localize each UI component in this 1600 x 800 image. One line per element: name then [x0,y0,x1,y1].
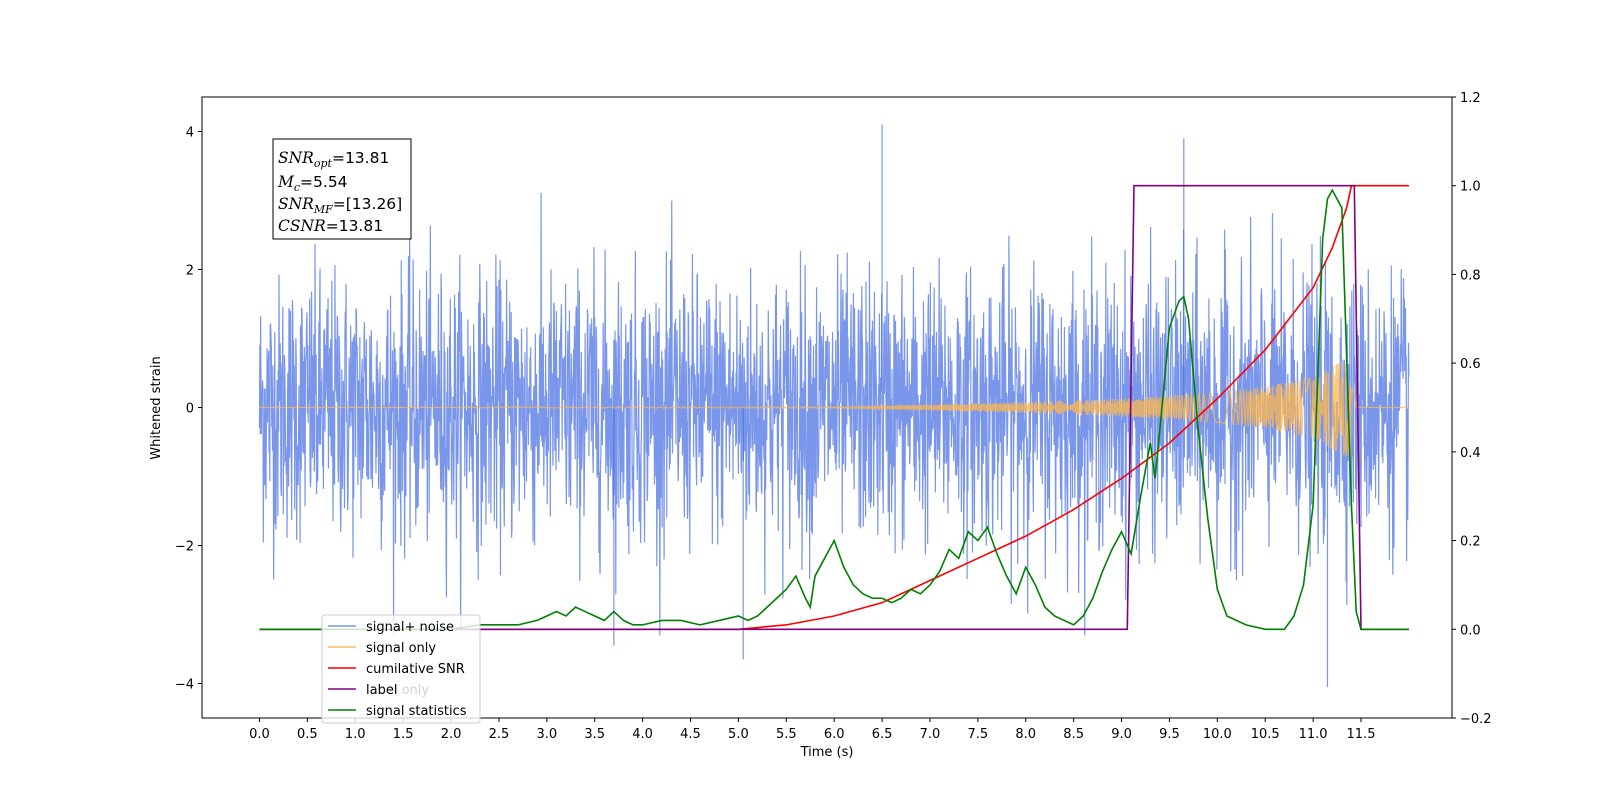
x-tick-label: 11.5 [1347,727,1376,742]
snr-opt-text: SNRopt=13.81 [278,149,389,170]
x-tick-label: 4.0 [632,727,653,742]
snr-opt-value: =13.81 [332,149,389,167]
x-tick-label: 6.0 [824,727,845,742]
chirp-mass-symbol: M [277,173,295,191]
info-box-frame [272,138,412,240]
series-signal-noise [258,192,1410,636]
legend-label: signal statistics [366,704,467,719]
x-tick-label: 1.0 [345,727,366,742]
y-tick-label-right: 1.0 [1460,180,1481,195]
x-axis-label: Time (s) [800,745,854,760]
legend-item-cumulative-snr: cumilative SNR [328,662,465,677]
plot-area [258,124,1410,687]
snr-mf-value: =[13.26] [333,195,402,213]
y-tick-label-right: 0.2 [1460,535,1481,550]
series-signal-statistics [259,188,1409,631]
x-tick-label: 8.5 [1063,727,1084,742]
y-tick-label-left: 4 [186,126,194,141]
legend-label: cumilative SNR [366,662,465,677]
info-box: SNRopt=13.81 Mc=5.54 SNRMF=[13.26] CSNR=… [272,138,412,240]
x-tick-label: 2.0 [441,727,462,742]
x-tick-label: 5.5 [776,727,797,742]
legend-label: signal only [366,641,436,656]
csnr-value: =13.81 [326,217,383,235]
x-tick-label: 11.0 [1299,727,1328,742]
csnr-text: CSNR=13.81 [278,217,383,235]
y-tick-label-left: 0 [186,402,194,417]
x-tick-label: 8.0 [1015,727,1036,742]
legend-label: signal+ noise [366,620,454,635]
y-tick-label-right: 1.2 [1460,91,1481,106]
x-tick-label: 3.0 [536,727,557,742]
x-tick-label: 3.5 [584,727,605,742]
y-tick-label-right: −0.2 [1460,712,1492,727]
x-tick-label: 9.0 [1111,727,1132,742]
x-tick-label: 7.5 [968,727,989,742]
x-tick-label: 10.0 [1203,727,1232,742]
x-tick-label: 2.5 [489,727,510,742]
axes: 0.0 0.5 1.0 1.5 2.0 2.5 3.0 3.5 4.0 4.5 5.0 5.5 6.0 6… [175,91,1492,742]
y-axis-label-left: Whitened strain [149,356,164,459]
x-tick-label: 0.0 [249,727,270,742]
chirp-mass-sub: c [294,181,300,194]
x-tick-label: 9.5 [1159,727,1180,742]
y-tick-label-left: −2 [175,540,194,555]
y-tick-label-right: 0.8 [1460,268,1481,283]
x-tick-label: 10.5 [1251,727,1280,742]
legend-item-signal-statistics: signal statistics [328,704,467,719]
x-tick-label: 1.5 [393,727,414,742]
y-tick-label-right: 0.0 [1460,623,1481,638]
chirp-mass-value: =5.54 [300,173,348,191]
y-tick-label-left: 2 [186,264,194,279]
legend: signal+ noise signal only cumilative SNR… [321,614,481,724]
snr-opt-sub: opt [314,157,333,170]
x-tick-label: 7.0 [920,727,941,742]
legend-item-signal-noise: signal+ noise [328,620,454,635]
legend-item-signal-only: signal only [328,641,436,656]
legend-frame [321,614,481,724]
snr-mf-text: SNRMF=[13.26] [278,195,402,216]
csnr-symbol: CSNR [278,217,326,235]
x-tick-label: 6.5 [872,727,893,742]
series-signal-only [259,361,1409,458]
series-cumulative-snr [259,184,1409,631]
y-tick-label-left: −4 [175,678,194,693]
y-tick-label-right: 0.6 [1460,357,1481,372]
x-tick-label: 5.0 [728,727,749,742]
legend-item-label-only: label only [366,683,429,698]
legend-label: label [366,683,397,698]
snr-mf-sub: MF [313,203,333,216]
y-tick-label-right: 0.4 [1460,446,1481,461]
snr-opt-symbol: SNR [278,149,314,167]
snr-mf-symbol: SNR [278,195,314,213]
legend-label: label only [366,683,429,698]
x-tick-label: 0.5 [297,727,318,742]
x-tick-label: 4.5 [680,727,701,742]
chirp-mass-text: Mc=5.54 [277,173,348,194]
legend-item-label: label [328,683,397,698]
